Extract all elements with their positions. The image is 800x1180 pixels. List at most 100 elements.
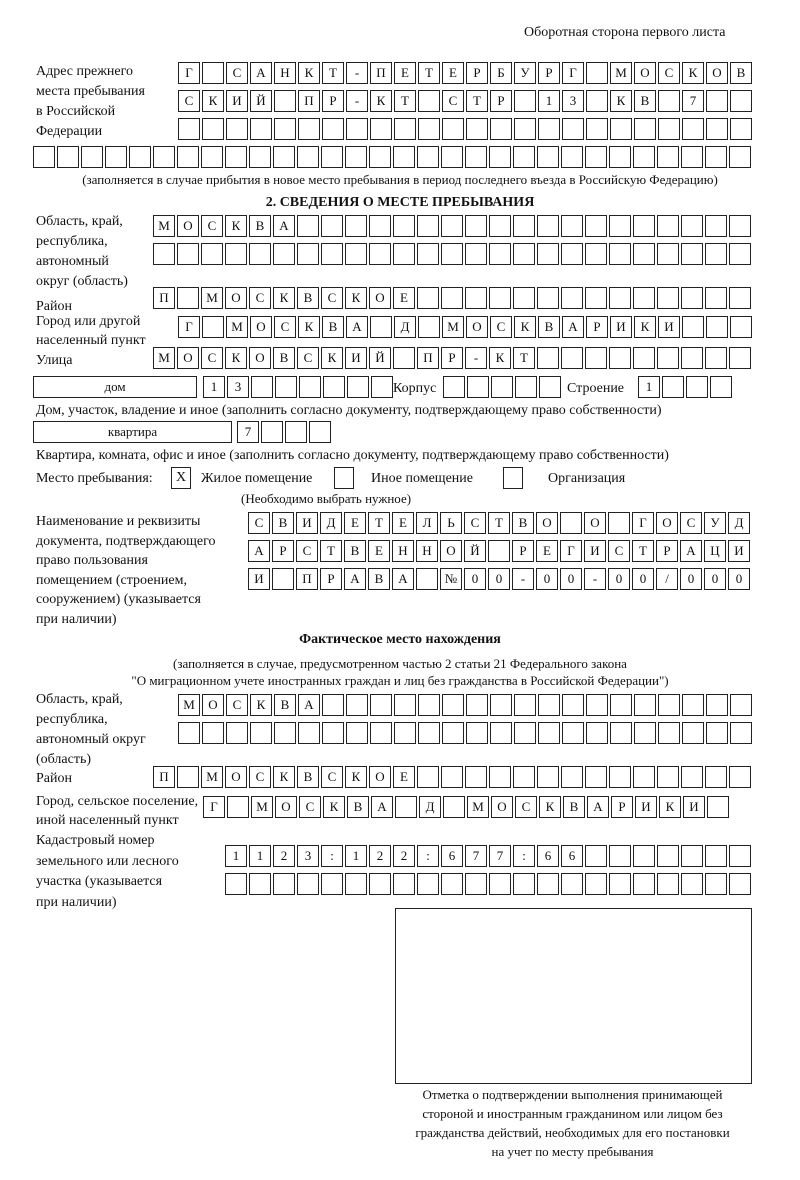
char-cell[interactable]	[633, 215, 655, 237]
char-cell[interactable]	[273, 243, 295, 265]
char-cell[interactable]: С	[297, 347, 319, 369]
apartment-type-field[interactable]: квартира	[33, 421, 232, 443]
char-cell[interactable]: В	[563, 796, 585, 818]
char-cell[interactable]: И	[248, 568, 270, 590]
char-cell[interactable]	[609, 287, 631, 309]
char-cell[interactable]	[515, 376, 537, 398]
char-cell[interactable]: И	[728, 540, 750, 562]
char-cell[interactable]: Е	[536, 540, 558, 562]
char-cell[interactable]	[370, 316, 392, 338]
char-cell[interactable]: И	[635, 796, 657, 818]
char-cell[interactable]	[417, 766, 439, 788]
char-cell[interactable]	[539, 376, 561, 398]
char-cell[interactable]	[514, 118, 536, 140]
char-cell[interactable]	[490, 118, 512, 140]
char-cell[interactable]: Т	[418, 62, 440, 84]
char-cell[interactable]: 0	[560, 568, 582, 590]
char-cell[interactable]: В	[297, 766, 319, 788]
char-cell[interactable]: Н	[392, 540, 414, 562]
char-cell[interactable]	[273, 873, 295, 895]
char-cell[interactable]: 6	[537, 845, 559, 867]
char-cell[interactable]	[309, 421, 331, 443]
char-cell[interactable]	[393, 347, 415, 369]
char-cell[interactable]: В	[249, 215, 271, 237]
char-cell[interactable]	[633, 243, 655, 265]
char-cell[interactable]	[537, 146, 559, 168]
char-cell[interactable]	[369, 873, 391, 895]
char-cell[interactable]: О	[369, 766, 391, 788]
char-cell[interactable]: Т	[368, 512, 390, 534]
checkbox-residential[interactable]: Х	[171, 467, 191, 489]
char-cell[interactable]: Г	[178, 316, 200, 338]
char-cell[interactable]	[633, 347, 655, 369]
char-cell[interactable]	[633, 766, 655, 788]
char-cell[interactable]: Д	[394, 316, 416, 338]
char-cell[interactable]: К	[659, 796, 681, 818]
char-cell[interactable]: К	[370, 90, 392, 112]
char-cell[interactable]: Ц	[704, 540, 726, 562]
char-cell[interactable]: 0	[680, 568, 702, 590]
char-cell[interactable]: О	[656, 512, 678, 534]
char-cell[interactable]	[586, 722, 608, 744]
char-cell[interactable]: М	[467, 796, 489, 818]
char-cell[interactable]	[537, 766, 559, 788]
char-cell[interactable]	[298, 722, 320, 744]
char-cell[interactable]: О	[440, 540, 462, 562]
char-cell[interactable]	[730, 90, 752, 112]
char-cell[interactable]: С	[515, 796, 537, 818]
char-cell[interactable]	[273, 146, 295, 168]
char-cell[interactable]	[418, 90, 440, 112]
char-cell[interactable]	[586, 90, 608, 112]
char-cell[interactable]: 6	[561, 845, 583, 867]
char-cell[interactable]: В	[297, 287, 319, 309]
char-cell[interactable]: К	[514, 316, 536, 338]
char-cell[interactable]	[705, 243, 727, 265]
char-cell[interactable]: С	[226, 62, 248, 84]
char-cell[interactable]	[585, 287, 607, 309]
char-cell[interactable]	[441, 215, 463, 237]
char-cell[interactable]	[225, 146, 247, 168]
char-cell[interactable]	[513, 287, 535, 309]
char-cell[interactable]: Р	[611, 796, 633, 818]
char-cell[interactable]	[657, 215, 679, 237]
char-cell[interactable]	[153, 146, 175, 168]
char-cell[interactable]	[394, 118, 416, 140]
char-cell[interactable]: Р	[656, 540, 678, 562]
char-cell[interactable]	[561, 146, 583, 168]
char-cell[interactable]	[491, 376, 513, 398]
char-cell[interactable]: М	[201, 287, 223, 309]
char-cell[interactable]	[369, 243, 391, 265]
char-cell[interactable]: А	[392, 568, 414, 590]
checkbox-organization[interactable]	[503, 467, 523, 489]
char-cell[interactable]: 1	[203, 376, 225, 398]
char-cell[interactable]	[706, 90, 728, 112]
char-cell[interactable]	[657, 243, 679, 265]
char-cell[interactable]	[705, 873, 727, 895]
char-cell[interactable]	[729, 766, 751, 788]
char-cell[interactable]	[537, 873, 559, 895]
char-cell[interactable]	[177, 243, 199, 265]
char-cell[interactable]	[585, 243, 607, 265]
char-cell[interactable]: К	[298, 62, 320, 84]
char-cell[interactable]	[730, 118, 752, 140]
char-cell[interactable]	[394, 722, 416, 744]
char-cell[interactable]: К	[321, 347, 343, 369]
char-cell[interactable]: 7	[237, 421, 259, 443]
char-cell[interactable]: П	[417, 347, 439, 369]
char-cell[interactable]	[562, 118, 584, 140]
char-cell[interactable]: 0	[536, 568, 558, 590]
char-cell[interactable]: 0	[632, 568, 654, 590]
char-cell[interactable]	[513, 873, 535, 895]
char-cell[interactable]: О	[634, 62, 656, 84]
char-cell[interactable]	[634, 694, 656, 716]
char-cell[interactable]	[393, 215, 415, 237]
char-cell[interactable]	[177, 287, 199, 309]
char-cell[interactable]	[105, 146, 127, 168]
char-cell[interactable]: И	[658, 316, 680, 338]
char-cell[interactable]	[729, 287, 751, 309]
char-cell[interactable]	[322, 694, 344, 716]
char-cell[interactable]	[513, 243, 535, 265]
char-cell[interactable]	[681, 215, 703, 237]
char-cell[interactable]: И	[683, 796, 705, 818]
char-cell[interactable]	[346, 722, 368, 744]
